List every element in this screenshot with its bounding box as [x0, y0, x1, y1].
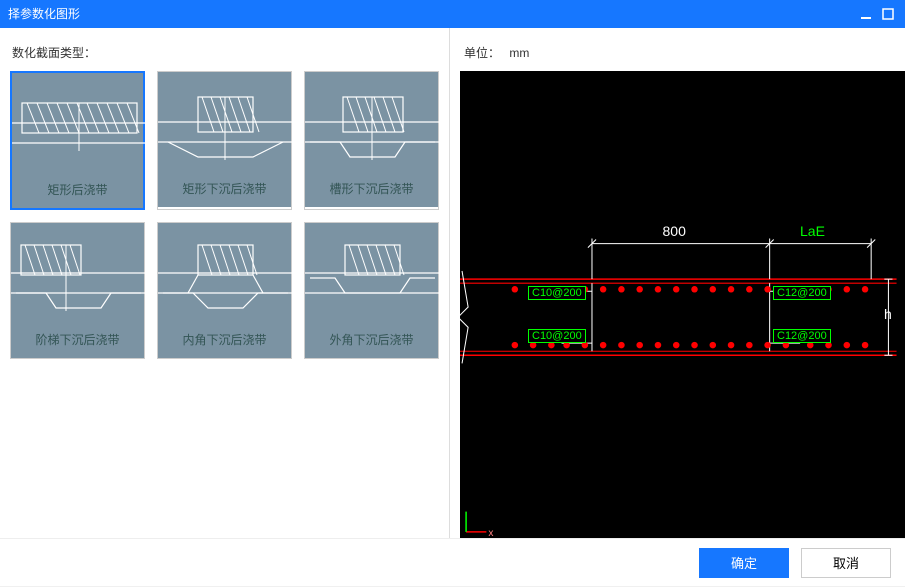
section-type-label: 数化截面类型： [12, 44, 439, 61]
unit-value: mm [509, 46, 529, 60]
section-type-card[interactable]: 矩形下沉后浇带 [157, 71, 292, 210]
section-type-panel: 数化截面类型： 矩形后浇带矩形下沉后浇带槽形下沉后浇带阶梯下沉后浇带内角下沉后浇… [0, 28, 450, 538]
section-type-card[interactable]: 外角下沉后浇带 [304, 222, 439, 359]
rebar-label-bot-right: C12@200 [773, 329, 831, 343]
rebar-label-top-right: C12@200 [773, 286, 831, 300]
section-card-label: 矩形下沉后浇带 [158, 172, 291, 207]
section-thumb [158, 72, 291, 172]
section-type-card[interactable]: 内角下沉后浇带 [157, 222, 292, 359]
section-type-card[interactable]: 阶梯下沉后浇带 [10, 222, 145, 359]
section-thumb [158, 223, 291, 323]
section-thumb [305, 72, 438, 172]
section-thumb [305, 223, 438, 323]
rebar-label-top-left: C10@200 [528, 286, 586, 300]
dialog-body: 数化截面类型： 矩形后浇带矩形下沉后浇带槽形下沉后浇带阶梯下沉后浇带内角下沉后浇… [0, 28, 905, 538]
minimize-icon[interactable] [857, 6, 875, 22]
preview-panel: 单位： mm x C10@200 C10@200 C12@200 C12@200 800… [450, 28, 905, 538]
unit-row: 单位： mm [464, 44, 905, 61]
section-type-grid: 矩形后浇带矩形下沉后浇带槽形下沉后浇带阶梯下沉后浇带内角下沉后浇带外角下沉后浇带 [10, 71, 439, 359]
cad-preview[interactable]: x C10@200 C10@200 C12@200 C12@200 800 LaE h [460, 71, 905, 538]
unit-label: 单位： [464, 46, 500, 60]
rebar-label-bot-left: C10@200 [528, 329, 586, 343]
window-title: 择参数化图形 [8, 0, 80, 28]
dim-height: h [884, 306, 892, 322]
ok-button[interactable]: 确定 [699, 548, 789, 578]
window-controls [857, 6, 897, 22]
section-thumb [12, 73, 143, 173]
dim-main: 800 [663, 223, 686, 239]
maximize-icon[interactable] [879, 6, 897, 22]
section-type-card[interactable]: 槽形下沉后浇带 [304, 71, 439, 210]
section-card-label: 外角下沉后浇带 [305, 323, 438, 358]
section-card-label: 矩形后浇带 [12, 173, 143, 208]
section-card-label: 内角下沉后浇带 [158, 323, 291, 358]
titlebar: 择参数化图形 [0, 0, 905, 28]
svg-text:x: x [488, 528, 493, 538]
dim-ext: LaE [800, 223, 825, 239]
dialog-footer: 确定 取消 [0, 538, 905, 586]
section-card-label: 阶梯下沉后浇带 [11, 323, 144, 358]
section-type-card[interactable]: 矩形后浇带 [10, 71, 145, 210]
section-thumb [11, 223, 144, 323]
cancel-button[interactable]: 取消 [801, 548, 891, 578]
section-card-label: 槽形下沉后浇带 [305, 172, 438, 207]
